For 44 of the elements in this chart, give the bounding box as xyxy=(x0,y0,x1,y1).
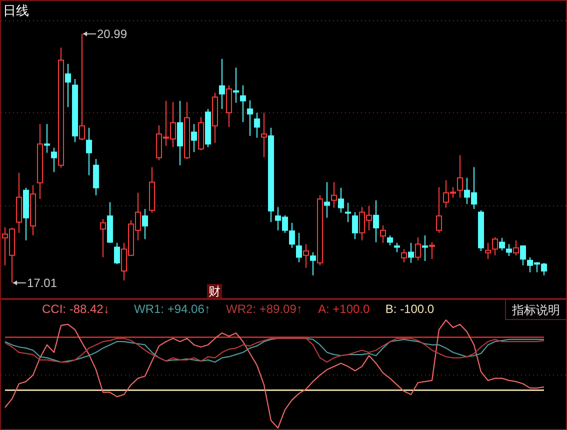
series-label: WR2: +89.09↑ xyxy=(226,302,302,316)
candlestick xyxy=(254,112,260,138)
candlestick xyxy=(324,182,330,218)
candlestick xyxy=(457,154,463,198)
candlestick xyxy=(219,58,225,110)
candlestick xyxy=(345,202,351,223)
candlestick xyxy=(373,200,379,243)
candlestick xyxy=(261,112,267,158)
text: 指标说明 xyxy=(511,303,560,317)
candlestick xyxy=(65,63,71,108)
candlestick xyxy=(506,244,512,256)
candlestick xyxy=(16,172,22,234)
candlestick xyxy=(191,123,197,153)
candlestick xyxy=(233,67,239,104)
candlestick xyxy=(30,184,36,236)
chart-title: 日线 xyxy=(3,3,29,18)
candlestick xyxy=(44,123,50,154)
candlestick xyxy=(37,123,43,200)
candlestick xyxy=(86,127,92,176)
candlestick xyxy=(331,182,337,208)
annotation: 财 xyxy=(208,284,220,298)
candlestick xyxy=(338,187,344,214)
candlestick xyxy=(247,100,253,136)
candlestick xyxy=(429,242,435,260)
candlestick xyxy=(296,232,302,263)
candlestick xyxy=(226,84,232,128)
candlestick xyxy=(93,158,99,196)
candlestick xyxy=(177,100,183,166)
text: A: +100.0 xyxy=(318,302,370,316)
annotation: 20.99 xyxy=(97,26,128,41)
text: B: -100.0 xyxy=(385,302,434,316)
text: WR1: +94.06↑ xyxy=(134,302,210,316)
candlestick xyxy=(142,208,148,240)
candlestick xyxy=(268,127,274,223)
annotation: 17.01 xyxy=(27,276,58,290)
candlestick xyxy=(408,242,414,264)
candlestick xyxy=(415,236,421,261)
candlestick xyxy=(380,224,386,244)
candlestick xyxy=(303,244,309,268)
candlestick xyxy=(422,234,428,262)
candlestick xyxy=(100,218,106,258)
candlestick xyxy=(240,84,246,123)
series-label: CCI: -88.42↓ xyxy=(42,302,110,316)
candlestick xyxy=(310,252,316,276)
